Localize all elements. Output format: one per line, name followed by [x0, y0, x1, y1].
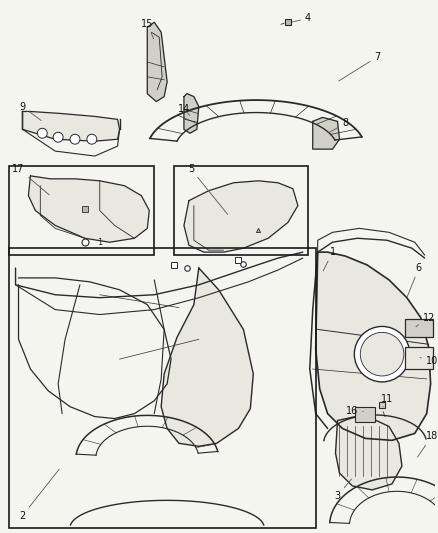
Text: 11: 11 — [381, 394, 393, 407]
Bar — [174, 166, 308, 255]
Text: 16: 16 — [346, 406, 363, 416]
Polygon shape — [184, 181, 298, 252]
Text: 9: 9 — [19, 101, 41, 120]
Text: 4: 4 — [292, 13, 311, 23]
Text: 1: 1 — [323, 247, 336, 271]
Text: 7: 7 — [339, 52, 380, 81]
Bar — [9, 166, 154, 255]
Text: 3: 3 — [335, 479, 351, 501]
Text: 12: 12 — [416, 312, 435, 327]
Circle shape — [37, 128, 47, 138]
Circle shape — [53, 132, 63, 142]
Circle shape — [70, 134, 80, 144]
Polygon shape — [147, 22, 167, 102]
Text: 18: 18 — [417, 431, 438, 457]
Polygon shape — [22, 111, 120, 141]
Circle shape — [360, 333, 404, 376]
Text: 2: 2 — [19, 469, 59, 521]
Polygon shape — [184, 94, 199, 133]
Text: 17: 17 — [12, 164, 49, 195]
Bar — [355, 407, 375, 422]
Polygon shape — [161, 268, 253, 446]
Polygon shape — [316, 252, 431, 440]
Bar — [405, 347, 433, 369]
Bar — [405, 319, 433, 337]
Text: 1: 1 — [97, 238, 102, 247]
Circle shape — [87, 134, 97, 144]
Text: 5: 5 — [188, 164, 228, 214]
Text: 6: 6 — [407, 263, 422, 296]
Text: 15: 15 — [141, 19, 154, 39]
Polygon shape — [336, 417, 402, 490]
Text: 8: 8 — [329, 118, 349, 133]
Bar — [9, 248, 316, 528]
Polygon shape — [28, 176, 149, 242]
Text: 10: 10 — [420, 356, 438, 366]
Circle shape — [354, 326, 410, 382]
Polygon shape — [313, 117, 339, 149]
Text: 14: 14 — [178, 104, 190, 116]
